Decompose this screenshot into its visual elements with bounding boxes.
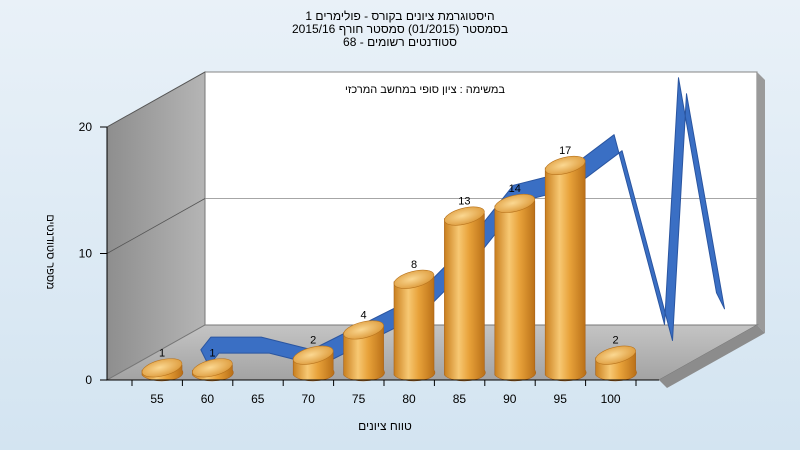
x-tick-label: 60 xyxy=(201,392,215,406)
bar-top xyxy=(494,193,536,213)
bar-body xyxy=(494,200,537,382)
title-line-1: היסטוגרמת ציונים בקורס - פולימרים 1 xyxy=(305,9,495,23)
bar xyxy=(292,345,335,382)
y-axis-label: מספר סטודנטים xyxy=(44,214,56,289)
bar xyxy=(544,155,587,382)
x-tick-label: 70 xyxy=(302,392,316,406)
bar xyxy=(595,345,637,382)
back-wall-shadow xyxy=(757,72,765,333)
data-label: 4 xyxy=(361,309,367,321)
data-label: 1 xyxy=(159,347,165,359)
x-axis-label: טווח ציונים xyxy=(358,419,412,433)
x-axis-ticks: 55 60 65 70 75 80 85 90 95 100 xyxy=(107,379,659,406)
x-tick-label: 100 xyxy=(601,392,621,406)
data-labels: 1 1 2 4 8 13 14 17 2 xyxy=(159,145,619,359)
data-label: 13 xyxy=(458,196,470,208)
bar xyxy=(494,193,537,382)
data-label: 17 xyxy=(559,145,571,157)
y-tick-label: 10 xyxy=(79,247,93,261)
chart-subtitle: במשימה : ציון סופי במחשב המרכזי xyxy=(345,84,505,96)
bar-body xyxy=(544,162,587,382)
bar-top xyxy=(595,345,636,365)
distribution-curve xyxy=(200,77,725,367)
y-tick-label: 20 xyxy=(79,120,93,134)
x-tick-label: 85 xyxy=(453,392,467,406)
bar xyxy=(393,269,436,382)
bar-top xyxy=(343,320,384,340)
bar-top xyxy=(292,345,334,365)
bar-top xyxy=(192,358,233,378)
floor-edge xyxy=(659,325,765,388)
x-tick-label: 75 xyxy=(352,392,366,406)
bar-top xyxy=(444,206,485,226)
bar-top xyxy=(141,358,183,378)
bar xyxy=(343,320,385,382)
y-tick-label: 0 xyxy=(85,373,92,387)
grid-lines xyxy=(106,71,757,254)
x-tick-label: 55 xyxy=(150,392,164,406)
data-label: 14 xyxy=(509,183,521,195)
bar-top xyxy=(544,155,586,175)
title-line-2: בסמסטר (01/2015) סמסטר חורף 2015/16 xyxy=(291,22,509,36)
bars xyxy=(141,155,637,382)
data-label: 2 xyxy=(310,335,316,347)
x-tick-label: 95 xyxy=(554,392,568,406)
data-label: 8 xyxy=(411,259,417,271)
data-label: 2 xyxy=(613,335,619,347)
curve-ribbon xyxy=(200,77,725,367)
bar-body xyxy=(444,213,486,382)
title-line-3: סטודנטים רשומים - 68 xyxy=(343,35,457,49)
x-tick-label: 90 xyxy=(503,392,517,406)
bar-top xyxy=(393,269,435,289)
x-tick-label: 80 xyxy=(402,392,416,406)
chart-title: היסטוגרמת ציונים בקורס - פולימרים 1 בסמס… xyxy=(0,10,800,49)
bar xyxy=(192,358,234,382)
bar-body xyxy=(393,276,436,382)
data-label: 1 xyxy=(209,347,215,359)
bar xyxy=(444,206,486,382)
bar xyxy=(141,358,184,382)
gridline-left xyxy=(106,71,206,128)
gridline-left xyxy=(106,198,206,254)
y-axis-ticks: 0 10 20 xyxy=(79,120,108,387)
x-tick-label: 65 xyxy=(251,392,265,406)
